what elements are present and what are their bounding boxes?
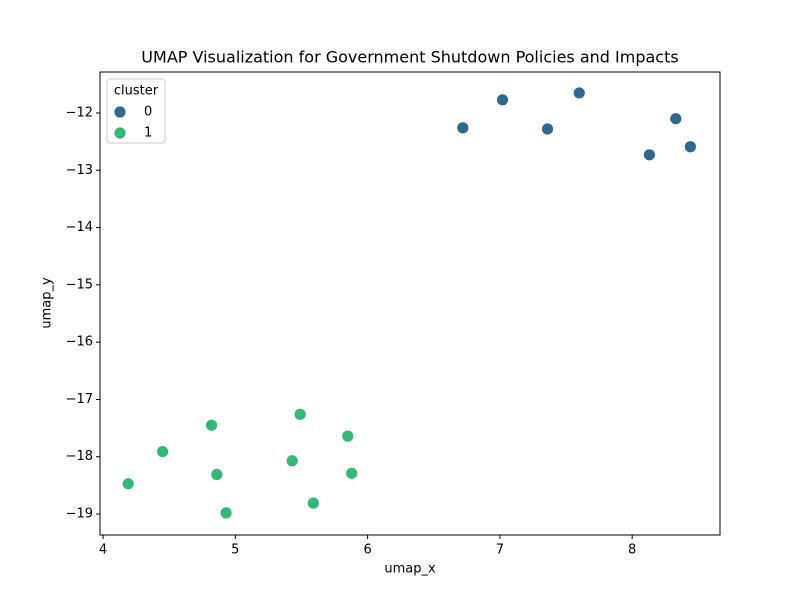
- y-tick-label: −18: [66, 449, 93, 464]
- point: [285, 454, 299, 468]
- plot-area: [99, 71, 721, 536]
- point: [642, 148, 656, 162]
- y-tick-label: −13: [66, 163, 93, 178]
- point: [306, 496, 320, 510]
- x-tick-label: 4: [99, 543, 107, 558]
- x-tick-label: 7: [496, 543, 504, 558]
- point: [345, 466, 359, 480]
- point: [683, 140, 697, 154]
- point: [496, 93, 509, 107]
- y-tick-label: −19: [66, 507, 93, 522]
- x-axis-label: umap_x: [384, 562, 436, 577]
- point: [341, 429, 355, 443]
- legend-marker: [113, 126, 127, 140]
- y-tick-label: −17: [66, 392, 93, 407]
- y-tick-label: −16: [66, 335, 93, 350]
- legend-label: 0: [144, 105, 152, 120]
- point: [156, 445, 169, 458]
- y-tick-label: −15: [66, 277, 93, 292]
- point: [669, 112, 683, 126]
- y-tick-label: −14: [66, 220, 93, 235]
- point: [205, 418, 218, 432]
- x-tick-label: 5: [231, 543, 239, 558]
- y-axis-label: umap_y: [40, 277, 55, 329]
- chart-title: UMAP Visualization for Government Shutdo…: [141, 48, 678, 67]
- legend-title: cluster: [114, 84, 159, 99]
- point: [219, 506, 233, 520]
- x-tick-label: 6: [363, 543, 371, 558]
- point: [293, 407, 307, 421]
- point: [572, 86, 586, 100]
- point: [121, 477, 135, 491]
- legend-marker: [113, 105, 127, 119]
- x-tick-label: 8: [628, 543, 636, 558]
- point: [456, 121, 470, 135]
- point: [541, 122, 554, 136]
- y-tick-label: −12: [66, 105, 93, 120]
- legend-label: 1: [144, 126, 152, 141]
- point: [210, 468, 224, 481]
